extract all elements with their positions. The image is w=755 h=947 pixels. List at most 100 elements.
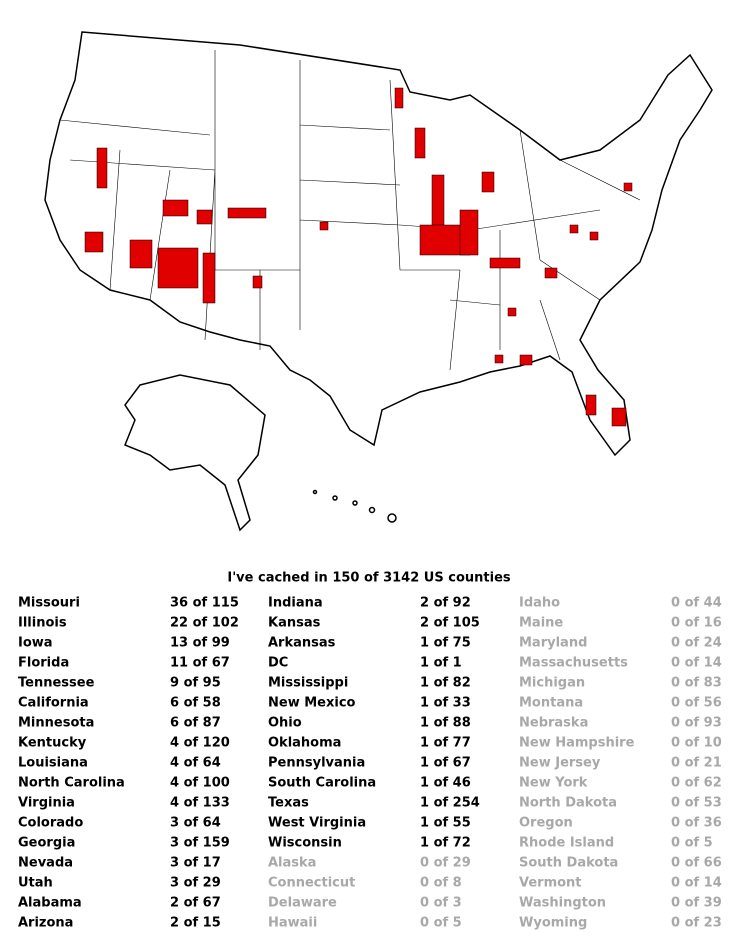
state-name: South Carolina: [268, 776, 376, 791]
state-name: Maryland: [519, 636, 587, 651]
state-name: Georgia: [18, 836, 75, 851]
state-name: Ohio: [268, 716, 302, 731]
county-count: 0 of 14: [671, 656, 722, 671]
county-count: 9 of 95: [170, 676, 221, 691]
state-name: California: [18, 696, 89, 711]
state-name: Michigan: [519, 676, 585, 691]
state-name: South Dakota: [519, 856, 618, 871]
county-count: 0 of 5: [671, 836, 713, 851]
state-name: Indiana: [268, 596, 323, 611]
cached-counties: [84, 87, 633, 427]
state-name: DC: [268, 656, 288, 671]
county-count: 4 of 100: [170, 776, 230, 791]
county-count: 1 of 82: [420, 676, 471, 691]
state-name: New Hampshire: [519, 736, 635, 751]
county-count: 3 of 64: [170, 816, 221, 831]
county-count: 1 of 46: [420, 776, 471, 791]
state-name: Nebraska: [519, 716, 588, 731]
state-name: Montana: [519, 696, 583, 711]
state-name: Maine: [519, 616, 563, 631]
county-count: 0 of 14: [671, 876, 722, 891]
county-count: 2 of 92: [420, 596, 471, 611]
state-name: Wyoming: [519, 916, 587, 931]
state-name: Arkansas: [268, 636, 336, 651]
county-count: 1 of 1: [420, 656, 462, 671]
county-count: 2 of 15: [170, 916, 221, 931]
county-count: 22 of 102: [170, 616, 239, 631]
state-name: Arizona: [18, 916, 73, 931]
county-count: 4 of 120: [170, 736, 230, 751]
county-count: 0 of 10: [671, 736, 722, 751]
county-count: 2 of 67: [170, 896, 221, 911]
county-count: 3 of 159: [170, 836, 230, 851]
state-name: Pennsylvania: [268, 756, 365, 771]
county-count: 0 of 21: [671, 756, 722, 771]
state-name: Alaska: [268, 856, 316, 871]
state-name: Mississippi: [268, 676, 348, 691]
state-name: North Dakota: [519, 796, 617, 811]
county-count: 11 of 67: [170, 656, 230, 671]
state-name: Louisiana: [18, 756, 88, 771]
county-count: 2 of 105: [420, 616, 480, 631]
hawaii: [312, 489, 397, 523]
county-count: 0 of 29: [420, 856, 471, 871]
state-name: West Virginia: [268, 816, 366, 831]
county-count: 3 of 17: [170, 856, 221, 871]
summary-title: I've cached in 150 of 3142 US counties: [227, 571, 511, 586]
county-count: 0 of 39: [671, 896, 722, 911]
state-name: New Jersey: [519, 756, 601, 771]
state-name: Texas: [268, 796, 309, 811]
county-count: 6 of 87: [170, 716, 221, 731]
contiguous-us: [44, 31, 713, 457]
county-count: 0 of 62: [671, 776, 722, 791]
state-name: New York: [519, 776, 588, 791]
county-count: 1 of 75: [420, 636, 471, 651]
us-map: [44, 31, 713, 532]
county-count: 0 of 36: [671, 816, 722, 831]
state-name: Illinois: [18, 616, 67, 631]
county-count: 0 of 8: [420, 876, 462, 891]
state-name: Minnesota: [18, 716, 94, 731]
state-name: Tennessee: [18, 676, 95, 691]
county-count: 0 of 23: [671, 916, 722, 931]
county-count: 0 of 56: [671, 696, 722, 711]
county-count: 0 of 5: [420, 916, 462, 931]
state-name: Oregon: [519, 816, 573, 831]
state-name: Alabama: [18, 896, 82, 911]
county-count: 1 of 254: [420, 796, 480, 811]
alaska: [124, 374, 266, 532]
state-name: Missouri: [18, 596, 80, 611]
state-name: Hawaii: [268, 916, 317, 931]
state-name: Washington: [519, 896, 606, 911]
state-name: Idaho: [519, 596, 560, 611]
county-count: 4 of 64: [170, 756, 221, 771]
county-count: 6 of 58: [170, 696, 221, 711]
county-count: 0 of 16: [671, 616, 722, 631]
state-name: Colorado: [18, 816, 83, 831]
state-name: New Mexico: [268, 696, 356, 711]
county-count: 1 of 88: [420, 716, 471, 731]
county-count: 4 of 133: [170, 796, 230, 811]
state-name: Utah: [18, 876, 53, 891]
county-count: 1 of 77: [420, 736, 471, 751]
county-count: 0 of 24: [671, 636, 722, 651]
state-name: Wisconsin: [268, 836, 342, 851]
county-count: 0 of 44: [671, 596, 722, 611]
county-count: 1 of 33: [420, 696, 471, 711]
state-name: Florida: [18, 656, 69, 671]
state-name: North Carolina: [18, 776, 125, 791]
state-table: Missouri 36 of 115 Illinois 22 of 102 Iowa 13…: [18, 596, 722, 931]
state-name: Nevada: [18, 856, 73, 871]
county-count: 1 of 67: [420, 756, 471, 771]
state-name: Iowa: [18, 636, 53, 651]
state-name: Rhode Island: [519, 836, 614, 851]
county-count: 0 of 3: [420, 896, 462, 911]
county-count: 1 of 72: [420, 836, 471, 851]
state-name: Kansas: [268, 616, 321, 631]
county-count: 36 of 115: [170, 596, 239, 611]
county-count: 0 of 66: [671, 856, 722, 871]
state-name: Virginia: [18, 796, 75, 811]
state-name: Delaware: [268, 896, 337, 911]
